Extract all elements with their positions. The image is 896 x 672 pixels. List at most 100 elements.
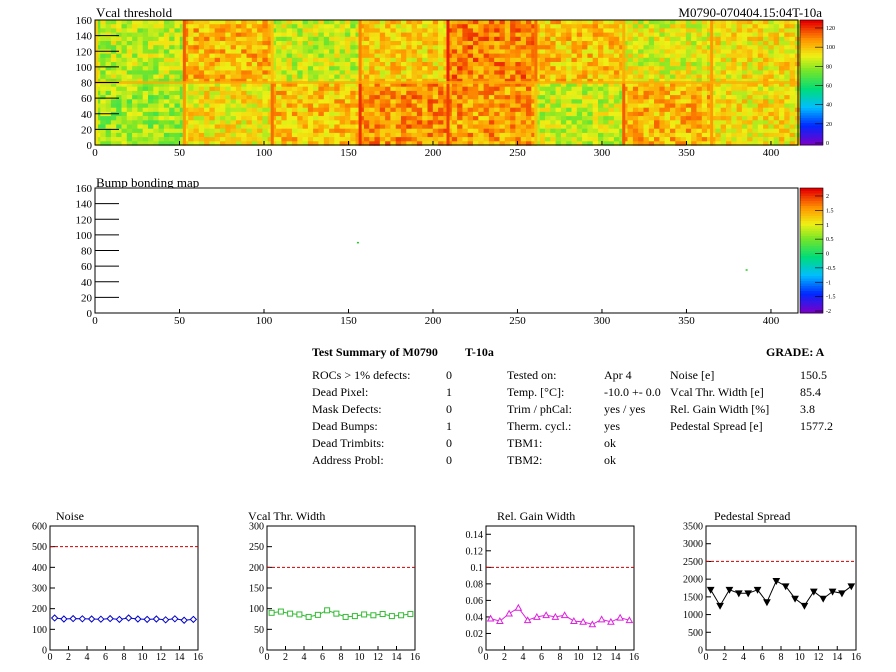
heat-cell — [467, 99, 474, 104]
heat-cell — [526, 99, 532, 104]
heat-cell — [188, 82, 194, 87]
heat-cell — [291, 90, 298, 96]
heat-cell — [153, 74, 159, 80]
heat-cell — [619, 141, 625, 146]
heat-cell — [627, 132, 634, 138]
heat-cell — [654, 32, 660, 38]
heat-cell — [132, 41, 138, 46]
heat-cell — [741, 116, 748, 121]
heat-cell — [416, 111, 423, 117]
heat-cell — [334, 141, 340, 146]
heat-cell — [323, 62, 330, 67]
heat-cell — [571, 99, 578, 104]
heat-cell — [411, 32, 418, 38]
heat-cell — [779, 107, 785, 113]
heat-cell — [545, 137, 551, 142]
heat-cell — [510, 99, 516, 104]
heat-cell — [318, 107, 324, 113]
heat-cell — [329, 128, 335, 134]
heat-cell — [379, 20, 386, 25]
heat-cell — [545, 36, 551, 42]
heat-cell — [494, 116, 500, 121]
heat-cell — [401, 32, 407, 38]
heat-cell — [592, 70, 599, 75]
heat-cell — [531, 49, 537, 54]
heat-cell — [276, 116, 282, 121]
heat-cell — [401, 53, 407, 59]
heat-cell — [784, 66, 790, 71]
heat-cell — [576, 128, 583, 134]
heat-cell — [329, 137, 335, 142]
heat-cell — [329, 90, 335, 96]
heat-cell — [598, 20, 604, 25]
heat-cell — [576, 36, 583, 42]
heat-cell — [659, 124, 665, 129]
heat-cell — [369, 99, 375, 104]
heat-cell — [302, 66, 309, 71]
heat-cell — [736, 36, 743, 42]
heat-cell — [169, 116, 175, 121]
heat-cell — [406, 62, 412, 67]
heat-cell — [598, 103, 604, 108]
heat-cell — [422, 120, 428, 125]
palette-cell — [800, 72, 823, 76]
heat-cell — [251, 128, 258, 134]
heat-cell — [323, 45, 330, 50]
heat-cell — [344, 124, 351, 129]
heat-cell — [462, 95, 468, 100]
heat-cell — [499, 141, 506, 146]
heat-cell — [257, 141, 263, 146]
heat-cell — [350, 70, 356, 75]
heat-cell — [587, 137, 593, 142]
heat-cell — [539, 41, 546, 46]
heat-cell — [741, 41, 748, 46]
heat-cell — [291, 116, 298, 121]
heat-cell — [467, 107, 474, 113]
heat-cell — [680, 132, 687, 138]
heat-cell — [779, 32, 785, 38]
heat-cell — [291, 86, 298, 92]
heat-cell — [483, 82, 490, 87]
heat-cell — [696, 28, 703, 33]
heat-cell — [153, 128, 159, 134]
heat-cell — [670, 137, 676, 142]
heat-cell — [174, 53, 181, 59]
heat-cell — [488, 90, 495, 96]
heat-cell — [251, 70, 258, 75]
heat-cell — [757, 49, 764, 54]
heat-cell — [726, 24, 732, 29]
heat-cell — [462, 70, 468, 75]
heat-cell — [307, 28, 314, 33]
heat-cell — [291, 70, 298, 75]
heat-cell — [291, 24, 298, 29]
heat-cell — [520, 32, 527, 38]
heat-cell — [406, 107, 412, 113]
heat-cell — [715, 141, 721, 146]
heat-cell — [510, 132, 516, 138]
heat-cell — [731, 24, 737, 29]
heat-cell — [582, 41, 588, 46]
heat-cell — [214, 74, 221, 80]
heat-cell — [339, 28, 346, 33]
heat-cell — [209, 41, 215, 46]
heat-cell — [220, 49, 226, 54]
heat-cell — [214, 128, 221, 134]
heat-cell — [126, 74, 133, 80]
heat-cell — [267, 45, 274, 50]
heat-cell — [467, 124, 474, 129]
palette-cell — [800, 70, 823, 73]
heat-cell — [137, 36, 143, 42]
heat-cell — [747, 82, 753, 87]
heat-cell — [302, 116, 309, 121]
heat-cell — [643, 49, 650, 54]
heat-cell — [598, 41, 604, 46]
bump-bonding-map: Bump bonding map 0 50 100 150 200 250 300 350 40… — [76, 175, 836, 327]
heat-cell — [281, 28, 287, 33]
palette-label: 60 — [826, 84, 832, 90]
heat-cell — [188, 107, 194, 113]
heat-cell — [251, 32, 258, 38]
heat-cell — [555, 124, 562, 129]
heat-cell — [390, 103, 396, 108]
summary-label: Rel. Gain Width [%] — [670, 402, 770, 416]
heat-cell — [427, 111, 434, 117]
